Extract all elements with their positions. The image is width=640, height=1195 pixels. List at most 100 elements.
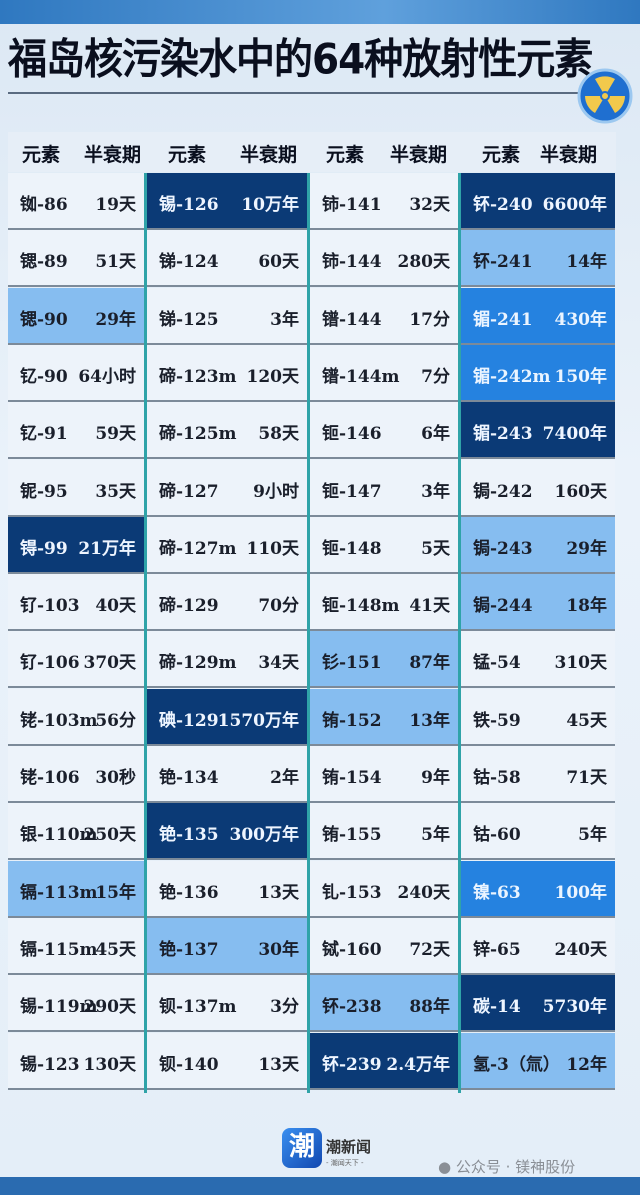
isotope-row: 锔-244 18年 — [461, 574, 615, 632]
isotope-name: 碲-127m — [159, 538, 237, 559]
isotope-row: 锝-99 21万年 — [8, 516, 144, 574]
isotope-name: 碲-127 — [159, 481, 219, 502]
isotope-row: 镉-113m 15年 — [8, 860, 144, 918]
isotope-row: 铕-155 5年 — [310, 803, 458, 861]
half-life: 72天 — [409, 939, 450, 960]
half-life: 310天 — [554, 653, 608, 674]
half-life: 29年 — [95, 309, 136, 330]
header-half-life: 半衰期 — [84, 144, 142, 166]
column-divider — [458, 173, 461, 1093]
isotope-name: 钡-137m — [159, 997, 237, 1018]
isotope-name: 锑-125 — [159, 309, 219, 330]
isotope-row: 钇-90 64小时 — [8, 344, 144, 402]
half-life: 59天 — [95, 424, 136, 445]
isotope-row: 钌-106 370天 — [8, 631, 144, 689]
isotope-row: 钷-148 5天 — [310, 516, 458, 574]
isotope-row: 锡-119m 290天 — [8, 975, 144, 1033]
isotope-row: 铽-160 72天 — [310, 917, 458, 975]
isotope-name: 铷-86 — [20, 195, 68, 215]
half-life: 120天 — [246, 366, 300, 387]
isotope-name: 铈-144 — [322, 252, 382, 273]
isotope-name: 铌-95 — [20, 481, 68, 502]
isotope-row: 碘-129 1570万年 — [147, 688, 307, 746]
half-life: 17分 — [409, 309, 450, 330]
isotope-row: 碲-123m 120天 — [147, 344, 307, 402]
isotope-name: 钚-241 — [473, 252, 533, 273]
isotope-name: 钷-148m — [322, 596, 400, 617]
half-life: 21万年 — [78, 538, 136, 559]
isotope-name: 钚-238 — [322, 997, 382, 1018]
isotope-row: 铑-103m 56分 — [8, 688, 144, 746]
half-life: 2.4万年 — [386, 1054, 450, 1075]
header-element: 元素 — [22, 144, 61, 166]
isotope-row: 锌-65 240天 — [461, 917, 615, 975]
watermark-text: 公众号 · 镁神股份 — [455, 1158, 576, 1176]
isotope-name: 铯-134 — [159, 768, 219, 788]
half-life: 3分 — [270, 997, 299, 1018]
half-life: 240天 — [554, 939, 608, 960]
header-element: 元素 — [326, 144, 365, 166]
half-life: 45天 — [566, 710, 607, 731]
isotope-row: 钡-137m 3分 — [147, 975, 307, 1033]
isotope-row: 碲-125m 58天 — [147, 402, 307, 460]
header-half-life: 半衰期 — [390, 144, 448, 166]
half-life: 40天 — [95, 596, 136, 617]
half-life: 35天 — [95, 481, 136, 502]
isotope-row: 碲-129m 34天 — [147, 631, 307, 689]
isotope-row: 碲-127 9小时 — [147, 459, 307, 517]
isotope-name: 镅-241 — [473, 309, 533, 330]
isotope-name: 镉-115m — [20, 939, 98, 960]
isotope-name: 钷-146 — [322, 424, 382, 445]
half-life: 280天 — [397, 252, 451, 273]
half-life: 30年 — [258, 939, 299, 960]
isotope-row: 银-110m 250天 — [8, 803, 144, 861]
isotope-row: 钚-241 14年 — [461, 230, 615, 288]
isotope-row: 锑-125 3年 — [147, 287, 307, 345]
isotope-name: 铽-160 — [322, 939, 382, 960]
isotope-name: 锔-242 — [473, 481, 533, 502]
isotope-name: 锝-99 — [20, 538, 68, 559]
isotope-name: 铈-141 — [322, 195, 382, 215]
isotope-row: 钐-151 87年 — [310, 631, 458, 689]
isotope-row: 镉-115m 45天 — [8, 917, 144, 975]
isotope-name: 镉-113m — [20, 882, 98, 903]
half-life: 5年 — [578, 825, 607, 846]
half-life: 41天 — [409, 596, 450, 617]
isotope-name: 镅-243 — [473, 424, 533, 445]
isotope-row: 铑-106 30秒 — [8, 746, 144, 803]
isotope-row: 铈-141 32天 — [310, 173, 458, 230]
isotope-name: 钷-147 — [322, 481, 382, 502]
header-element: 元素 — [168, 144, 207, 166]
isotope-name: 钡-140 — [159, 1054, 219, 1075]
isotope-row: 铯-134 2年 — [147, 746, 307, 803]
isotope-name: 铯-135 — [159, 825, 219, 846]
header-half-life: 半衰期 — [240, 144, 298, 166]
half-life: 5年 — [421, 825, 450, 846]
isotope-row: 铯-136 13天 — [147, 860, 307, 918]
isotope-row: 钚-239 2.4万年 — [310, 1032, 458, 1090]
isotope-name: 钇-91 — [20, 424, 68, 445]
isotope-name: 铑-103m — [20, 710, 98, 731]
half-life: 110天 — [246, 538, 300, 559]
brand-slogan: - 潮闻天下 - — [326, 1159, 364, 1167]
isotope-row: 铁-59 45天 — [461, 688, 615, 746]
isotope-row: 锶-89 51天 — [8, 230, 144, 288]
isotope-row: 锡-126 10万年 — [147, 173, 307, 230]
isotope-name: 银-110m — [20, 825, 98, 846]
half-life: 3年 — [421, 481, 450, 502]
half-life: 160天 — [554, 481, 608, 502]
isotope-row: 铯-135 300万年 — [147, 803, 307, 861]
isotope-row: 钇-91 59天 — [8, 402, 144, 460]
half-life: 58天 — [258, 424, 299, 445]
half-life: 13天 — [258, 1054, 299, 1075]
isotope-name: 镨-144 — [322, 309, 382, 330]
isotope-row: 锰-54 310天 — [461, 631, 615, 689]
column-divider — [307, 173, 310, 1093]
isotope-name: 钷-148 — [322, 538, 382, 559]
half-life: 34天 — [258, 653, 299, 674]
half-life: 45天 — [95, 939, 136, 960]
half-life: 56分 — [95, 710, 136, 731]
half-life: 12年 — [566, 1054, 607, 1075]
isotope-name: 铁-59 — [473, 710, 521, 731]
half-life: 19天 — [95, 195, 136, 215]
